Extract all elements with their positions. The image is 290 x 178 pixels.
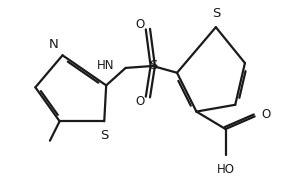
Text: S: S	[212, 7, 220, 20]
Text: O: O	[135, 18, 145, 31]
Text: O: O	[261, 108, 271, 121]
Text: O: O	[135, 95, 145, 108]
Text: N: N	[49, 38, 59, 51]
Text: HN: HN	[97, 59, 114, 72]
Text: HO: HO	[217, 163, 235, 176]
Text: S: S	[100, 129, 108, 142]
Text: S: S	[150, 59, 158, 72]
